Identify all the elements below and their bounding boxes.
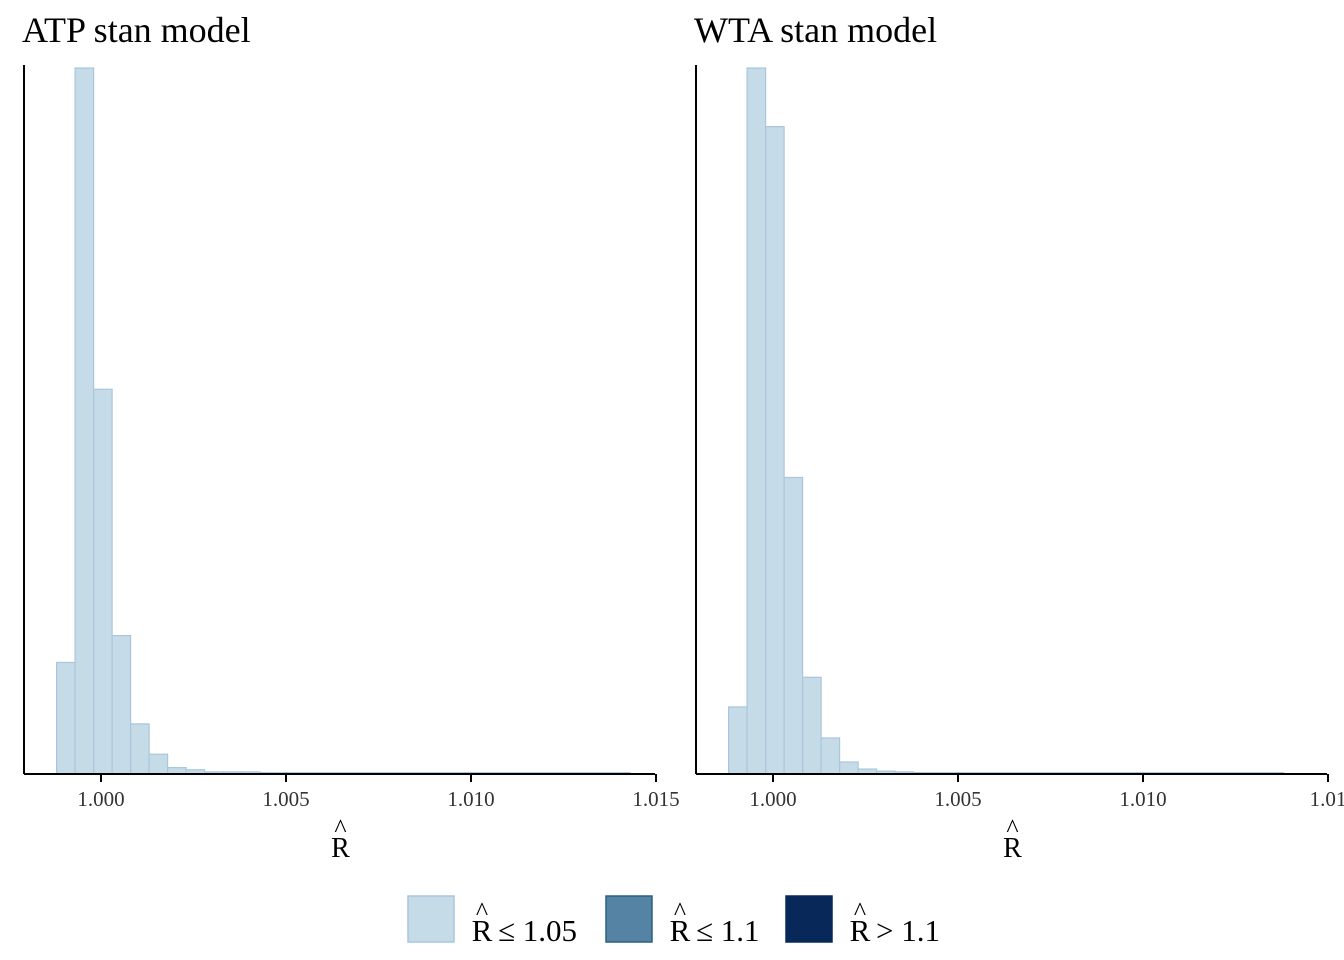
histogram-bars [727, 67, 1285, 775]
x-axis-label-hat: ^ [334, 814, 346, 843]
legend-item: R^ > 1.1 [785, 895, 940, 948]
x-tick-label: 1.005 [934, 787, 981, 811]
legend-symbol-hat: ^ [674, 897, 686, 926]
histogram-bar [74, 67, 95, 775]
x-tick-label: 1.005 [262, 787, 309, 811]
x-tick-label: 1.010 [447, 787, 494, 811]
legend-item: R^ ≤ 1.05 [407, 895, 577, 948]
x-tick-label: 1.01 [1310, 787, 1344, 811]
panel-1: ATP stan model 1.000 1.005 1.010 1.015 R^ [22, 10, 680, 864]
histogram-bar [820, 737, 841, 775]
legend-key [785, 895, 833, 943]
histogram-bar [130, 723, 150, 775]
histogram-bars [55, 67, 631, 775]
histogram-bar [55, 661, 76, 775]
x-axis-label: R [1003, 833, 1022, 864]
legend-symbol: R [472, 913, 493, 948]
x-tick-label: 1.015 [632, 787, 679, 811]
histogram-bar [764, 125, 785, 775]
histogram-bar [746, 67, 767, 775]
histogram-bar [801, 676, 822, 775]
legend-symbol: R [850, 913, 871, 948]
histogram-bar [783, 476, 804, 775]
legend-key [407, 895, 455, 943]
legend-label: ≤ 1.1 [696, 913, 760, 948]
histogram-bar [111, 635, 132, 775]
legend-key [605, 895, 653, 943]
panel-title: WTA stan model [694, 10, 937, 50]
panel-title: ATP stan model [22, 10, 251, 50]
panel-2: WTA stan model 1.000 1.005 1.010 1.01 R^ [694, 10, 1344, 864]
legend-symbol: R [670, 913, 691, 948]
x-tick-label: 1.000 [749, 787, 796, 811]
legend-label: > 1.1 [876, 913, 940, 948]
legend-label: ≤ 1.05 [498, 913, 577, 948]
legend-symbol-hat: ^ [854, 897, 866, 926]
legend-symbol-hat: ^ [476, 897, 488, 926]
x-axis-label: R [331, 833, 350, 864]
x-tick-label: 1.010 [1119, 787, 1166, 811]
histogram-bar [92, 388, 113, 775]
legend-item: R^ ≤ 1.1 [605, 895, 760, 948]
x-axis-label-hat: ^ [1006, 814, 1018, 843]
histogram-bar [727, 706, 748, 775]
histogram-bar [838, 761, 859, 775]
histogram-bar [148, 753, 169, 775]
x-tick-label: 1.000 [77, 787, 124, 811]
legend: R^≤ 1.05 R^≤ 1.1 R^> 1.1 [407, 895, 940, 948]
